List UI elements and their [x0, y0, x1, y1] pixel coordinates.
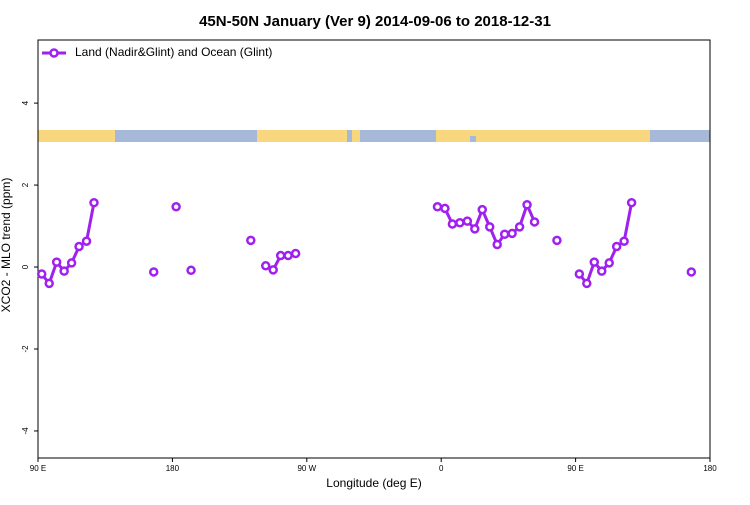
- data-point: [81, 236, 92, 246]
- data-point: [589, 257, 600, 267]
- y-tick-label: -4: [21, 427, 30, 435]
- x-axis-label: Longitude (deg E): [326, 476, 421, 490]
- data-point: [455, 218, 465, 228]
- legend-label: Land (Nadir&Glint) and Ocean (Glint): [75, 45, 272, 59]
- data-point: [522, 199, 532, 210]
- data-point: [66, 258, 77, 268]
- data-point: [283, 250, 293, 261]
- data-point: [462, 216, 473, 226]
- data-point: [604, 258, 614, 268]
- data-point: [74, 241, 84, 252]
- data-point: [477, 204, 488, 215]
- y-tick-label: -2: [21, 345, 30, 353]
- data-point: [582, 278, 592, 289]
- x-tick-label: 0: [439, 464, 444, 473]
- x-tick-label: 180: [166, 464, 180, 473]
- x-tick-label: 90 W: [297, 464, 316, 473]
- data-point: [260, 261, 271, 271]
- data-point: [51, 257, 62, 267]
- data-point: [492, 239, 502, 250]
- legend-marker: [49, 48, 59, 58]
- x-tick-label: 90 E: [30, 464, 46, 473]
- data-point: [514, 222, 525, 232]
- data-point: [186, 265, 196, 276]
- y-tick-label: 4: [21, 100, 30, 105]
- data-point: [447, 219, 458, 229]
- data-point: [552, 235, 562, 246]
- data-point: [470, 224, 480, 234]
- data-point: [44, 278, 54, 289]
- plot-frame: [37, 39, 711, 459]
- x-tick-label: 180: [703, 464, 717, 473]
- data-point: [148, 267, 159, 277]
- data-point: [440, 203, 450, 214]
- data-point: [574, 269, 585, 279]
- data-point: [626, 197, 637, 208]
- x-tick-label: 90 E: [567, 464, 583, 473]
- map-strip: [38, 130, 710, 142]
- data-point: [89, 197, 99, 208]
- data-point: [246, 235, 256, 246]
- data-point: [59, 266, 69, 276]
- data-point: [484, 222, 495, 232]
- data-point: [596, 266, 607, 276]
- data-point: [611, 241, 622, 252]
- data-point: [290, 248, 301, 259]
- data-point: [275, 250, 286, 261]
- series-line: [42, 203, 692, 284]
- data-point: [499, 229, 510, 239]
- data-point: [619, 236, 629, 246]
- y-tick-label: 2: [21, 182, 30, 187]
- data-point: [36, 269, 47, 279]
- y-tick-label: 0: [21, 264, 30, 269]
- data-point: [171, 202, 181, 212]
- chart-title: 45N-50N January (Ver 9) 2014-09-06 to 20…: [199, 13, 551, 30]
- data-point: [432, 202, 443, 212]
- data-point: [268, 265, 278, 275]
- y-axis-label: XCO2 - MLO trend (ppm): [0, 178, 13, 313]
- data-point: [507, 228, 517, 239]
- data-point: [529, 217, 540, 227]
- data-point: [686, 267, 697, 277]
